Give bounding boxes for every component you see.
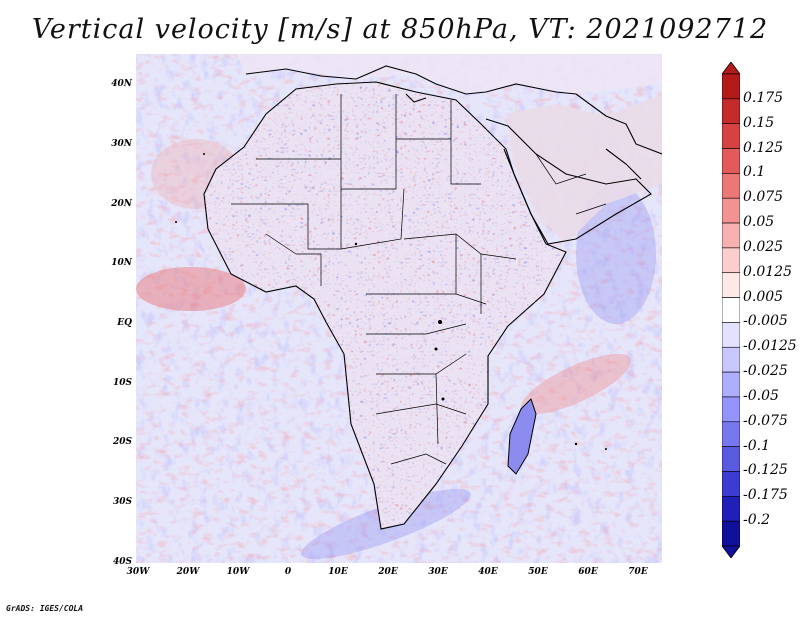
colorbar-max-arrow [722, 62, 740, 75]
colorbar-label: 0.0125 [743, 263, 792, 280]
lon-label-10w: 10W [226, 567, 250, 577]
colorbar-label: 0.175 [743, 89, 784, 106]
colorbar-segment [722, 421, 740, 447]
colorbar-segment [722, 471, 740, 497]
colorbar-label: -0.075 [743, 412, 788, 429]
lon-label-30e: 30E [428, 567, 448, 577]
lon-label-60e: 60E [578, 567, 598, 577]
lat-label-40n: 40N [111, 79, 132, 89]
colorbar-segment [722, 496, 740, 522]
colorbar-label: -0.05 [743, 387, 779, 404]
colorbar-segment [722, 148, 740, 174]
lat-label-20s: 20S [112, 437, 132, 447]
lat-label-30s: 30S [112, 497, 132, 507]
colorbar-label: 0.005 [743, 288, 784, 305]
colorbar-label: 0.1 [743, 164, 766, 181]
lat-label-10n: 10N [111, 258, 132, 268]
lon-label-70e: 70E [628, 567, 648, 577]
lon-label-0: 0 [284, 567, 292, 577]
lat-label-10s: 10S [112, 378, 132, 388]
colorbar-label: -0.1 [743, 437, 770, 454]
colorbar-label: -0.175 [743, 487, 788, 504]
colorbar-min-arrow [722, 545, 740, 558]
colorbar-segment [722, 297, 740, 323]
colorbar-label: 0.125 [743, 139, 784, 156]
colorbar-label: -0.005 [743, 313, 788, 330]
velocity-map [136, 54, 662, 563]
lon-label-20e: 20E [378, 567, 398, 577]
colorbar-segment [722, 98, 740, 124]
colorbar-segment [722, 222, 740, 249]
colorbar-segment [722, 73, 740, 100]
colorbar-segment [722, 446, 740, 472]
colorbar-segment [722, 520, 740, 547]
colorbar-segment [722, 346, 740, 373]
lat-label-30n: 30N [111, 139, 132, 149]
lon-label-20w: 20W [176, 567, 200, 577]
credit-text: GrADS: IGES/COLA [6, 604, 84, 613]
colorbar-segment [722, 371, 740, 398]
colorbar [722, 62, 740, 558]
colorbar-segment [722, 173, 740, 199]
colorbar-label: 0.05 [743, 214, 775, 231]
colorbar-label: 0.15 [743, 114, 775, 131]
colorbar-label: -0.025 [743, 363, 788, 380]
colorbar-label: 0.075 [743, 189, 784, 206]
lon-label-50e: 50E [528, 567, 548, 577]
lat-label-eq: EQ [117, 318, 132, 328]
colorbar-segment [722, 272, 740, 298]
colorbar-label: -0.2 [743, 512, 770, 529]
lon-label-10e: 10E [328, 567, 348, 577]
colorbar-segment [722, 322, 740, 348]
colorbar-segment [722, 123, 740, 149]
lat-label-20n: 20N [111, 199, 132, 209]
lat-label-40s: 40S [112, 557, 132, 567]
colorbar-label: 0.025 [743, 238, 784, 255]
colorbar-label: -0.0125 [743, 338, 797, 355]
colorbar-segment [722, 247, 740, 274]
colorbar-segment [722, 396, 740, 423]
lon-label-40e: 40E [478, 567, 498, 577]
colorbar-segment [722, 197, 740, 224]
lon-label-30w: 30W [126, 567, 150, 577]
map-title: Vertical velocity [m/s] at 850hPa, VT: 2… [31, 14, 769, 45]
colorbar-label: -0.125 [743, 462, 788, 479]
